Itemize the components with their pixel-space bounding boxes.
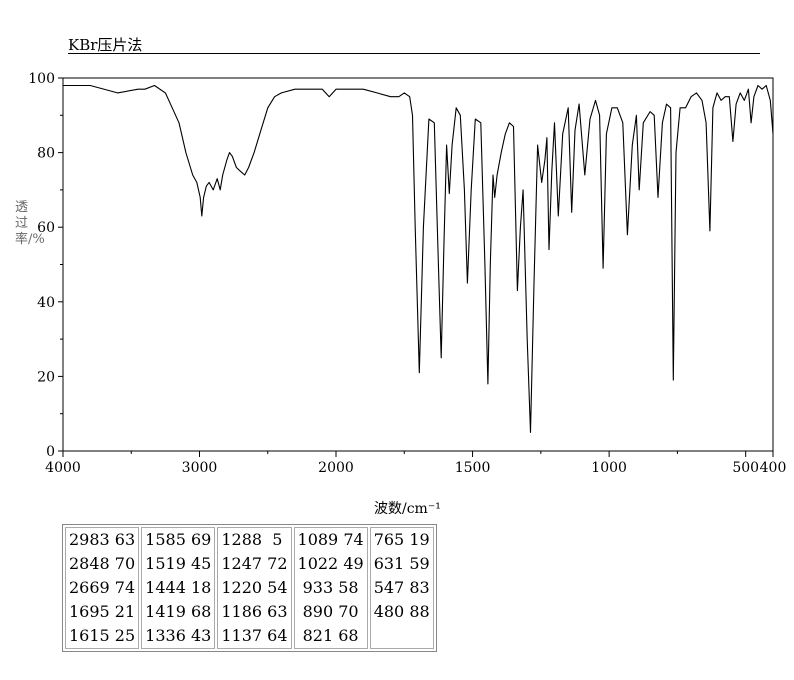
peak-entry: 1220 54: [221, 578, 288, 597]
x-tick-label: 500: [732, 460, 759, 476]
peak-entry: 2669 74: [69, 578, 136, 597]
y-tick-label: 0: [46, 444, 55, 460]
peak-entry: 1247 72: [221, 554, 288, 573]
y-tick-label: 40: [37, 295, 55, 311]
peak-entry: 1186 63: [221, 602, 288, 621]
x-tick-label: 400: [760, 460, 787, 476]
x-tick-label: 1500: [455, 460, 491, 476]
peak-entry: 2848 70: [69, 554, 136, 573]
x-tick-label: 3000: [182, 460, 218, 476]
x-axis-label: 波数/cm⁻¹: [374, 501, 441, 517]
peak-entry: 1585 69: [145, 530, 212, 549]
plot-frame: [62, 77, 774, 452]
peak-entry: 631 59: [373, 554, 430, 573]
x-tick-label: 4000: [45, 460, 81, 476]
chart-title: KBr压片法: [68, 36, 143, 54]
x-tick-label: 2000: [318, 460, 354, 476]
title-underline: [68, 53, 760, 54]
peak-entry: 765 19: [373, 530, 430, 549]
peak-entry: 2983 63: [69, 530, 136, 549]
peak-entry: 1519 45: [145, 554, 212, 573]
peak-entry: 1695 21: [69, 602, 136, 621]
peak-column: 765 19 631 59 547 83 480 88: [369, 527, 434, 649]
y-tick-label: 20: [37, 369, 55, 385]
peak-entry: 480 88: [373, 602, 430, 621]
y-tick-label: 100: [28, 71, 55, 87]
y-axis-label: 透过率/%: [15, 200, 45, 247]
peak-entry: 1288 5: [221, 530, 283, 549]
peak-entry: 890 70: [297, 602, 359, 621]
peak-entry: 1336 43: [145, 626, 212, 645]
peak-entry: 933 58: [297, 578, 359, 597]
peak-column: 1585 69 1519 45 1444 18 1419 68 1336 43: [141, 527, 216, 649]
x-tick-label: 1000: [591, 460, 627, 476]
peak-entry: 1089 74: [297, 530, 364, 549]
peak-entry: 1444 18: [145, 578, 212, 597]
peak-column: 1089 74 1022 49 933 58 890 70 821 68: [293, 527, 368, 649]
peak-entry: 547 83: [373, 578, 430, 597]
spectrum-line: [63, 84, 774, 433]
peak-column: 2983 63 2848 70 2669 74 1695 21 1615 25: [65, 527, 140, 649]
y-tick-label: 80: [37, 146, 55, 162]
y-tick-label: 60: [37, 220, 55, 236]
peak-entry: 821 68: [297, 626, 359, 645]
peak-entry: 1137 64: [221, 626, 288, 645]
peak-entry: 1615 25: [69, 626, 136, 645]
peak-column: 1288 5 1247 72 1220 54 1186 63 1137 64: [217, 527, 292, 649]
peak-table: 2983 63 2848 70 2669 74 1695 21 1615 25 …: [62, 524, 437, 652]
ir-spectrum-chart: 0 20 40 60 80 100 4000 3000 2000 1500 1000 500 400: [28, 71, 787, 476]
peak-entry: 1419 68: [145, 602, 212, 621]
peak-entry: 1022 49: [297, 554, 364, 573]
